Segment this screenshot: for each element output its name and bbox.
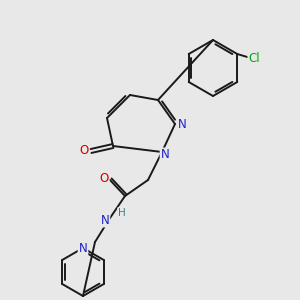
Text: N: N: [100, 214, 109, 226]
Text: Cl: Cl: [248, 52, 260, 65]
Text: N: N: [160, 148, 169, 161]
Text: O: O: [80, 145, 88, 158]
Text: H: H: [118, 208, 126, 218]
Text: O: O: [99, 172, 109, 184]
Text: N: N: [178, 118, 186, 130]
Text: N: N: [79, 242, 87, 256]
